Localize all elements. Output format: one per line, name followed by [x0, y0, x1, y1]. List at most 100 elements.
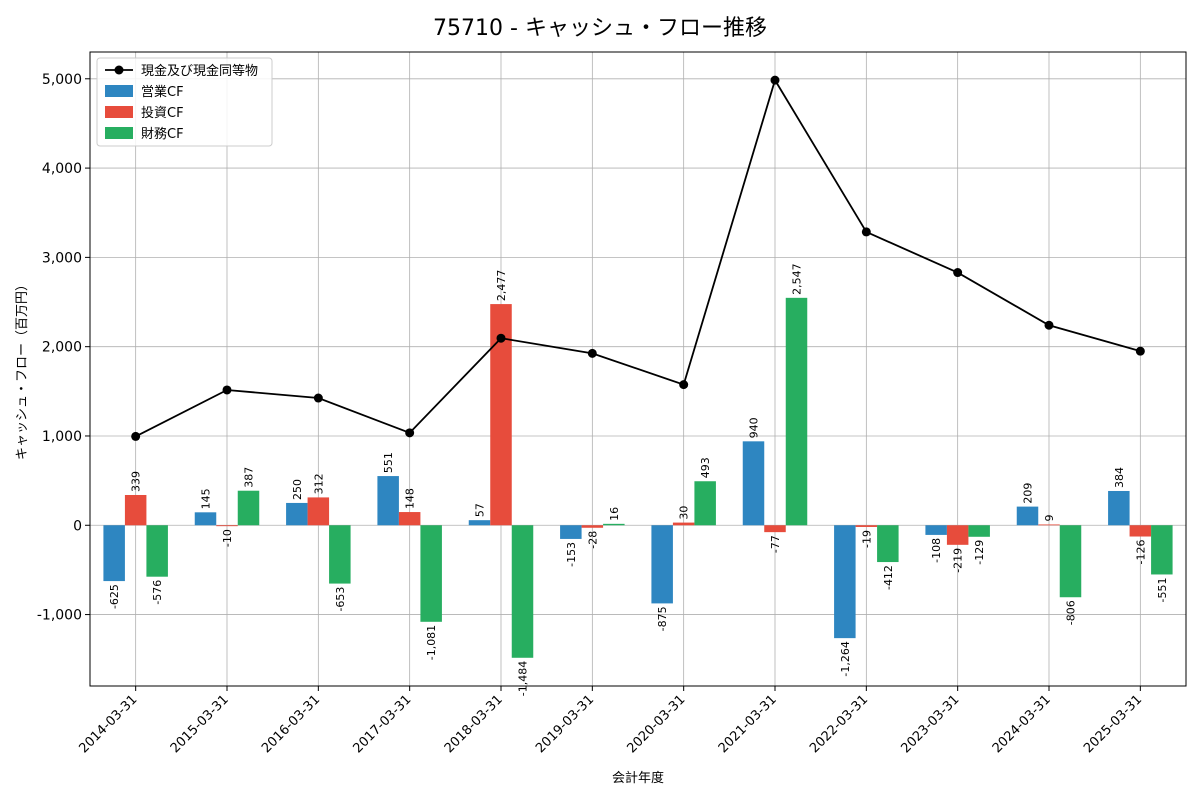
bar-value-label: -129	[973, 540, 986, 565]
bar	[560, 525, 582, 539]
bar	[1129, 525, 1152, 537]
x-tick-label: 2019-03-31	[533, 692, 597, 756]
bar-value-label: -10	[221, 529, 234, 547]
bar	[511, 525, 534, 658]
bar-value-label: -412	[882, 565, 895, 590]
bar	[834, 525, 856, 639]
bar-value-label: 493	[699, 457, 712, 478]
bar	[1108, 490, 1130, 526]
cash-point	[405, 428, 415, 438]
bar-value-label: -153	[565, 542, 578, 567]
cash-line	[135, 77, 1141, 438]
x-axis-label: 会計年度	[612, 770, 664, 786]
bar-value-label: 940	[748, 417, 761, 438]
bar	[194, 512, 217, 526]
bar	[490, 304, 512, 526]
cash-point	[679, 380, 689, 390]
bar-value-label: -19	[860, 530, 873, 548]
bar-value-label: 209	[1022, 483, 1035, 504]
bar-value-label: 250	[291, 479, 304, 500]
bar	[603, 523, 625, 526]
bar-value-label: -126	[1134, 540, 1147, 565]
legend-bar-swatch	[105, 85, 133, 97]
cash-point	[861, 227, 871, 237]
bar	[1016, 506, 1039, 526]
bar-value-label: 145	[200, 488, 213, 509]
cash-point	[1135, 346, 1145, 356]
bar-value-label: 148	[404, 488, 417, 509]
bar-value-label: 339	[130, 471, 143, 492]
cash-point	[222, 385, 232, 395]
legend-box	[96, 57, 273, 147]
bar-value-label: -77	[769, 535, 782, 553]
y-tick-label: 5,000	[42, 72, 82, 88]
bar	[742, 441, 765, 526]
bar	[855, 525, 878, 527]
x-tick-label: 2025-03-31	[1081, 692, 1145, 756]
x-tick-label: 2021-03-31	[716, 692, 780, 756]
chart-title: 75710 - キャッシュ・フロー推移	[433, 16, 767, 41]
bar-value-label: -551	[1156, 577, 1169, 602]
bar	[946, 525, 969, 545]
x-tick-label: 2024-03-31	[990, 692, 1054, 756]
cash-point	[131, 431, 141, 441]
bar	[968, 525, 990, 537]
x-tick-label: 2016-03-31	[259, 692, 323, 756]
x-tick-label: 2014-03-31	[76, 692, 140, 756]
bar-value-label: 2,477	[495, 270, 508, 302]
cash-point	[496, 333, 506, 343]
bar	[672, 522, 695, 526]
bar-value-label: 57	[474, 503, 487, 517]
y-tick-label: 3,000	[42, 250, 82, 266]
bar	[286, 502, 308, 526]
bar	[398, 512, 421, 526]
bar-value-label: 9	[1043, 514, 1056, 521]
bar	[1038, 524, 1060, 526]
bar-value-label: 551	[382, 452, 395, 473]
cash-point	[953, 268, 963, 278]
legend-label: 現金及び現金同等物	[141, 63, 258, 79]
bar-value-label: -28	[586, 531, 599, 549]
cash-point	[770, 75, 780, 85]
x-tick-label: 2023-03-31	[898, 692, 962, 756]
bar	[329, 525, 351, 584]
cash-point	[313, 393, 323, 403]
bar-value-label: 16	[608, 507, 621, 521]
bar	[1059, 525, 1082, 598]
bar-value-label: -219	[952, 548, 965, 573]
legend-label: 財務CF	[141, 127, 184, 142]
legend-marker	[114, 65, 124, 75]
y-tick-label: 0	[73, 518, 82, 534]
bar-value-label: 312	[312, 473, 325, 494]
y-tick-label: 1,000	[42, 429, 82, 445]
legend-label: 営業CF	[141, 84, 184, 100]
x-tick-label: 2022-03-31	[807, 692, 871, 756]
bar	[420, 525, 442, 622]
bar	[468, 520, 491, 526]
bar-value-label: -108	[930, 538, 943, 563]
legend-label: 投資CF	[141, 105, 184, 121]
bar-value-label: -576	[151, 580, 164, 605]
bar	[1151, 525, 1173, 575]
cash-point	[1044, 320, 1054, 330]
x-tick-label: 2020-03-31	[624, 692, 688, 756]
bar-value-label: 387	[243, 467, 256, 488]
bar	[124, 494, 147, 526]
y-tick-label: 2,000	[42, 340, 82, 356]
bar	[694, 481, 716, 526]
bar	[925, 525, 947, 535]
bar	[785, 297, 808, 526]
bar-value-label: -806	[1065, 600, 1078, 625]
bar	[146, 525, 168, 577]
bar	[651, 525, 673, 604]
y-tick-label: 4,000	[42, 161, 82, 177]
bar-value-label: -1,264	[839, 641, 852, 676]
bar-value-label: 384	[1113, 467, 1126, 488]
x-tick-label: 2018-03-31	[442, 692, 506, 756]
bar	[581, 525, 604, 528]
bar-value-label: -1,484	[517, 661, 530, 696]
legend-bar-swatch	[105, 106, 133, 118]
bar	[764, 525, 786, 533]
y-axis-label: キャッシュ・フロー（百万円）	[15, 278, 30, 460]
